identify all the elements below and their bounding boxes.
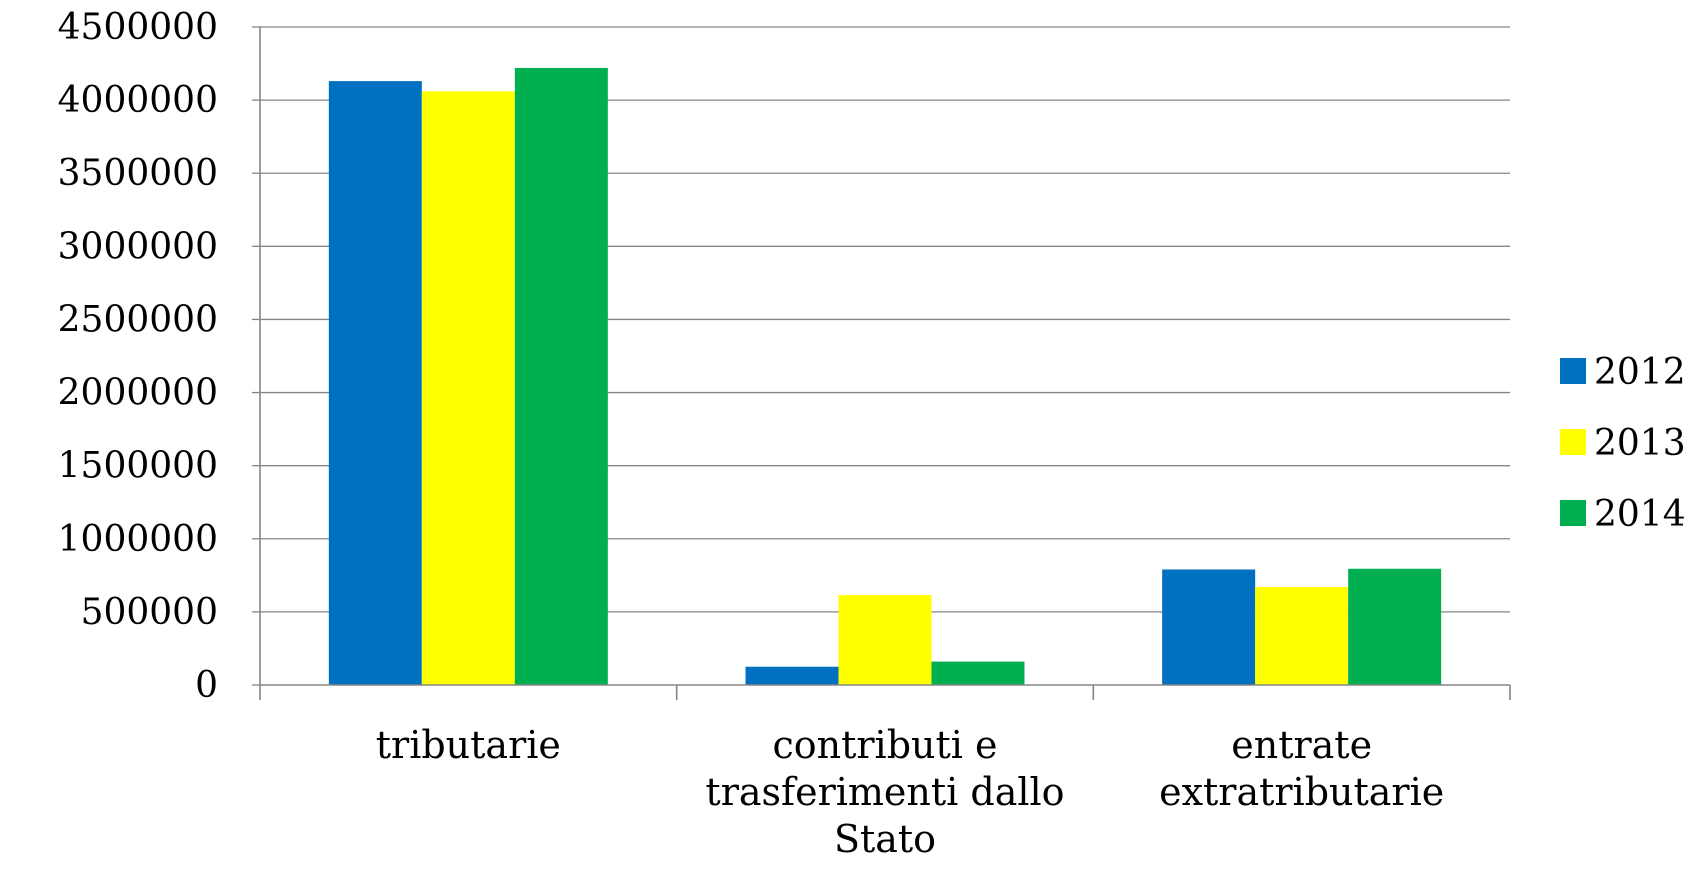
legend-swatch-2012 xyxy=(1560,358,1586,384)
legend-swatch-2013 xyxy=(1560,429,1586,455)
y-tick-label: 1500000 xyxy=(58,446,218,487)
legend: 2012 2013 2014 xyxy=(1560,352,1686,535)
x-category-label: tributarie xyxy=(376,723,561,767)
x-category-label-line: trasferimenti dallo xyxy=(705,770,1064,814)
y-tick-label: 1000000 xyxy=(58,519,218,560)
x-category-label-line: contributi e xyxy=(772,723,997,767)
y-tick-label: 3000000 xyxy=(58,226,218,267)
y-tick-label: 2500000 xyxy=(58,299,218,340)
bar-2013-2 xyxy=(839,595,932,685)
y-tick-label: 4500000 xyxy=(58,7,218,48)
x-category-label-line: Stato xyxy=(834,817,936,861)
y-tick-label: 2000000 xyxy=(58,373,218,414)
legend-swatch-2014 xyxy=(1560,500,1586,526)
legend-label-2013: 2013 xyxy=(1594,423,1686,464)
y-tick-label: 4000000 xyxy=(58,80,218,121)
y-tick-label: 3500000 xyxy=(58,153,218,194)
bar-2013-3 xyxy=(1255,587,1348,685)
legend-label-2012: 2012 xyxy=(1594,352,1686,393)
x-category-label-line: tributarie xyxy=(376,723,561,767)
bars xyxy=(329,68,1441,685)
x-category-label: entrate extratributarie xyxy=(1159,723,1444,814)
legend-label-2014: 2014 xyxy=(1594,494,1686,535)
bar-2012-1 xyxy=(329,81,422,685)
x-category-label: contributi e trasferimenti dallo Stato xyxy=(705,723,1064,861)
bar-2014-1 xyxy=(515,68,608,685)
bar-2012-3 xyxy=(1162,569,1255,685)
x-category-label-line: entrate xyxy=(1231,723,1372,767)
x-axis-category-labels: tributarie contributi e trasferimenti dall… xyxy=(376,723,1444,861)
y-tick-label: 0 xyxy=(195,665,218,706)
y-axis-tick-labels: 0 500000 1000000 1500000 2000000 2500000 30000… xyxy=(58,7,218,706)
bar-2014-3 xyxy=(1348,569,1441,685)
bar-2012-2 xyxy=(746,667,839,685)
bar-2013-1 xyxy=(422,91,515,685)
bar-2014-2 xyxy=(932,662,1025,685)
x-category-label-line: extratributarie xyxy=(1159,770,1444,814)
y-tick-label: 500000 xyxy=(81,592,218,633)
